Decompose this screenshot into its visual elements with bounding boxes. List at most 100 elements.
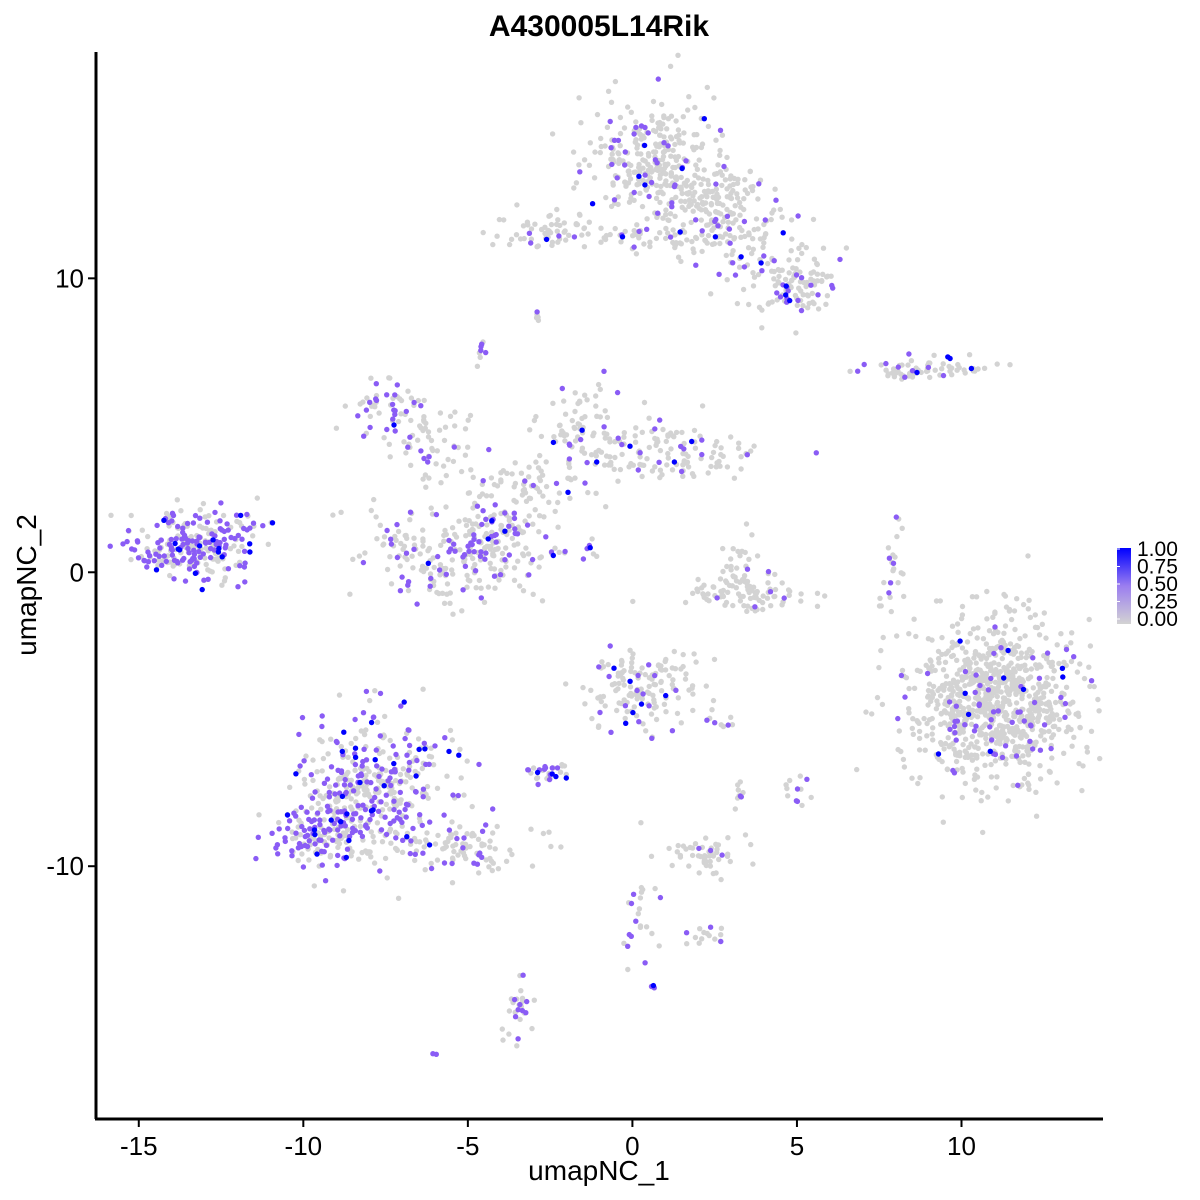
cell-point [302,781,308,787]
cell-point [725,835,731,841]
cell-point [672,154,678,160]
cell-point [324,803,331,809]
cell-point [475,836,482,842]
cell-point [811,300,817,307]
cell-point [987,724,993,730]
cell-point [566,456,573,462]
cell-point [979,725,985,731]
cell-point [735,782,741,788]
cell-point [657,467,664,473]
cell-point [940,819,946,825]
cell-point [546,776,553,783]
cell-point [731,475,738,481]
cell-point [786,257,792,263]
cell-point [1035,708,1041,714]
cell-point [430,555,436,561]
cell-point [576,95,582,101]
cell-point [511,510,517,516]
cell-point [391,806,397,813]
cell-point [983,673,989,679]
cell-point [746,556,752,562]
cell-point [377,868,383,874]
cell-point [441,600,448,606]
cell-point [212,509,218,516]
cell-point [343,830,349,836]
cell-point [787,777,793,784]
cell-point [517,583,523,589]
cell-point [470,505,476,511]
cell-point [659,667,665,673]
cell-point [348,740,354,747]
cell-point [938,711,944,717]
cell-point [472,561,478,568]
cell-point [663,178,669,184]
cell-point [1056,726,1062,733]
cell-point [983,731,989,738]
cell-point [582,480,588,486]
cell-point [921,715,927,722]
cell-point [659,101,665,108]
cell-point [959,645,966,651]
cell-point [658,678,664,685]
cell-point [755,226,761,232]
cell-point [480,229,486,236]
cell-point [784,785,790,792]
cell-point [899,525,905,531]
cell-point [738,204,744,210]
cell-point [631,244,637,250]
cell-point [797,773,803,779]
cell-point [759,307,765,313]
cell-point [973,594,980,600]
cell-point [275,851,281,857]
cell-point [333,782,339,788]
cell-point [190,520,197,526]
cell-point [573,180,580,186]
cell-point [785,288,791,294]
cell-point [582,392,588,398]
cell-point [796,245,802,251]
cell-point [671,648,677,655]
cell-point [471,860,477,866]
cell-point [744,452,750,458]
cell-point [587,545,593,551]
cell-point [810,269,817,275]
cell-point [1003,761,1009,767]
cell-point [1005,674,1011,680]
cell-point [1011,713,1017,720]
cell-point [1041,653,1047,659]
cell-point [488,475,495,481]
cell-point [390,416,396,422]
cell-point [605,88,612,95]
cell-point [579,232,585,238]
cell-point [549,131,556,137]
cell-point [837,256,843,263]
cell-point [276,819,282,826]
cell-point [681,130,687,136]
cell-point [496,216,503,223]
cell-point [969,594,976,600]
cell-point [699,248,705,255]
cell-point [916,747,923,753]
cell-point [1001,724,1007,730]
cell-point [161,553,167,559]
cell-point [1020,686,1027,693]
cell-point [381,534,388,540]
cell-point [120,541,126,547]
cell-point [405,444,411,450]
cell-point [755,196,761,202]
cell-point [1025,553,1031,559]
cell-point [1086,664,1092,670]
cell-point [804,279,810,286]
cell-point [562,228,568,234]
cell-point [447,590,453,596]
cell-point [747,595,754,602]
legend-label: 0.00 [1137,608,1178,631]
cell-point [636,173,642,179]
cell-point [200,551,206,557]
cell-point [754,553,761,559]
cell-point [361,731,368,738]
cell-point [1037,763,1043,769]
cell-point [711,656,718,663]
cell-point [529,556,536,563]
cell-point [1003,735,1010,742]
